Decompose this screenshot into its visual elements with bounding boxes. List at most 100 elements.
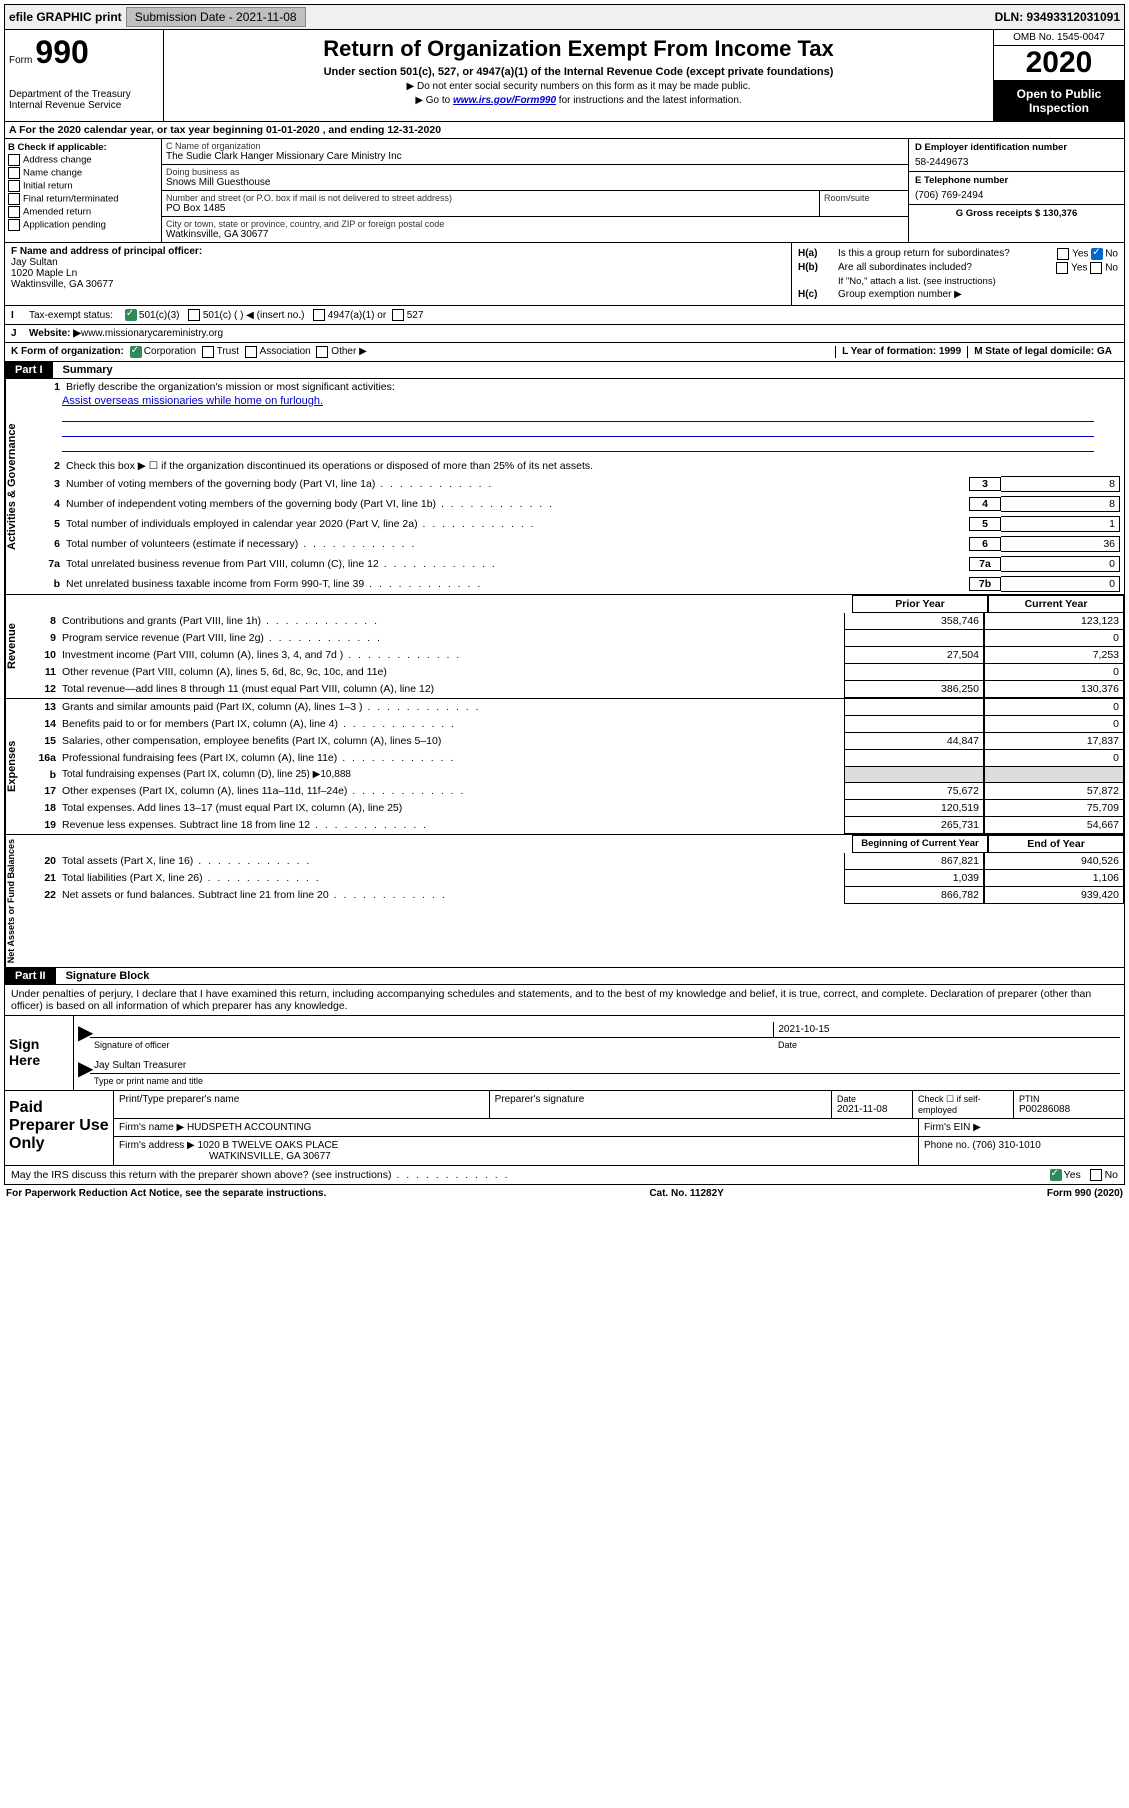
line1-desc: Briefly describe the organization's miss… [66,381,1120,393]
ha-no-checked [1091,248,1103,260]
sign-here-label: Sign Here [5,1016,74,1090]
officer-addr1: 1020 Maple Ln [11,268,785,279]
submission-date-button[interactable]: Submission Date - 2021-11-08 [126,7,306,27]
line9-prior [844,630,984,647]
officer-addr2: Waktinsville, GA 30677 [11,279,785,290]
tax-year: 2020 [994,46,1124,81]
part2-title: Signature Block [56,968,1124,984]
line16b-curr [984,767,1124,783]
line7b-val: 0 [1001,576,1120,592]
assoc-label: Association [260,346,311,358]
discuss-yes: Yes [1064,1169,1081,1181]
instr-goto: ▶ Go to www.irs.gov/Form990 for instruct… [168,95,989,106]
paid-preparer-label: Paid Preparer Use Only [5,1091,114,1165]
ptin-label: PTIN [1019,1094,1119,1104]
firm-phone: Phone no. (706) 310-1010 [919,1137,1124,1165]
end-year-head: End of Year [988,835,1124,853]
line15-prior: 44,847 [844,733,984,750]
mission-text[interactable]: Assist overseas missionaries while home … [62,395,323,407]
perjury-text: Under penalties of perjury, I declare th… [4,985,1125,1016]
header-center: Return of Organization Exempt From Incom… [164,30,993,121]
l-year-formation: L Year of formation: 1999 [835,346,967,358]
entity-block: B Check if applicable: Address change Na… [4,139,1125,243]
line21-desc: Total liabilities (Part X, line 26) [62,870,844,887]
line6-val: 36 [1001,536,1120,552]
line5-val: 1 [1001,516,1120,532]
line22-curr: 939,420 [984,887,1124,904]
instr2-post: for instructions and the latest informat… [556,95,742,106]
current-year-head: Current Year [988,595,1124,613]
governance-section: Activities & Governance 1 Briefly describ… [4,379,1125,595]
4947-label: 4947(a)(1) or [328,310,386,321]
firm-addr-value2: WATKINSVILLE, GA 30677 [119,1151,331,1162]
phone-cell: E Telephone number (706) 769-2494 [909,172,1124,205]
hb-answer: Yes No [1056,262,1118,274]
line19-desc: Revenue less expenses. Subtract line 18 … [62,817,844,834]
korg-row: K Form of organization: Corporation Trus… [4,343,1125,362]
501c3-label: 501(c)(3) [139,310,180,321]
line13-curr: 0 [984,699,1124,716]
header-left: Form 990 Department of the Treasury Inte… [5,30,164,121]
vtab-governance: Activities & Governance [5,379,32,594]
prior-year-head: Prior Year [852,595,988,613]
line14-desc: Benefits paid to or for members (Part IX… [62,716,844,733]
cat-no: Cat. No. 11282Y [649,1188,723,1199]
dba-cell: Doing business as Snows Mill Guesthouse [162,165,908,191]
chk-initial-return[interactable]: Initial return [8,180,158,192]
line13-prior [844,699,984,716]
line17-prior: 75,672 [844,783,984,800]
dept-treasury: Department of the Treasury [9,71,159,100]
entity-mid: C Name of organization The Sudie Clark H… [162,139,908,242]
corp-label: Corporation [144,346,196,358]
chk-application-pending[interactable]: Application pending [8,219,158,231]
chk-name-change[interactable]: Name change [8,167,158,179]
prep-name-label: Print/Type preparer's name [114,1091,490,1118]
dln-label: DLN: 93493312031091 [995,10,1120,24]
check-b-title: B Check if applicable: [8,142,158,153]
sig-officer-field[interactable] [90,1022,773,1037]
form-title: Return of Organization Exempt From Incom… [168,36,989,62]
sign-here-block: Sign Here ▶ 2021-10-15 Signature of offi… [4,1016,1125,1091]
line18-prior: 120,519 [844,800,984,817]
hb-label: H(b) [798,262,838,274]
form990-link[interactable]: www.irs.gov/Form990 [453,95,556,106]
k-label: K Form of organization: [11,346,124,358]
line8-prior: 358,746 [844,613,984,630]
chk-amended-return[interactable]: Amended return [8,206,158,218]
chk-final-return[interactable]: Final return/terminated [8,193,158,205]
line8-desc: Contributions and grants (Part VIII, lin… [62,613,844,630]
line18-curr: 75,709 [984,800,1124,817]
vtab-net-assets: Net Assets or Fund Balances [5,835,32,967]
net-assets-section: Net Assets or Fund Balances Beginning of… [4,835,1125,968]
line12-desc: Total revenue—add lines 8 through 11 (mu… [62,681,844,698]
part2-header: Part II Signature Block [4,968,1125,985]
ptin-value: P00286088 [1019,1104,1119,1115]
527-label: 527 [407,310,424,321]
tax-exempt-row: I Tax-exempt status: 501(c)(3) 501(c) ( … [4,306,1125,325]
line10-prior: 27,504 [844,647,984,664]
prep-self-employed[interactable]: Check ☐ if self-employed [913,1091,1014,1118]
c-label: C Name of organization [166,141,904,151]
line5-desc: Total number of individuals employed in … [66,518,969,530]
line13-desc: Grants and similar amounts paid (Part IX… [62,699,844,716]
discuss-row: May the IRS discuss this return with the… [4,1166,1125,1185]
part2-label: Part II [5,968,56,984]
line21-curr: 1,106 [984,870,1124,887]
line7a-desc: Total unrelated business revenue from Pa… [66,558,969,570]
other-label: Other ▶ [331,346,366,358]
part1-label: Part I [5,362,53,378]
chk-501c3 [125,309,137,321]
line15-curr: 17,837 [984,733,1124,750]
line21-prior: 1,039 [844,870,984,887]
prep-date-value: 2021-11-08 [837,1104,907,1115]
line20-curr: 940,526 [984,853,1124,870]
form-footer: Form 990 (2020) [1047,1188,1123,1199]
vtab-expenses: Expenses [5,699,32,834]
line12-curr: 130,376 [984,681,1124,698]
website-label: Website: ▶ [29,328,81,339]
form-word: Form [9,55,32,66]
line10-curr: 7,253 [984,647,1124,664]
tax-exempt-label: Tax-exempt status: [29,310,113,321]
chk-address-change[interactable]: Address change [8,154,158,166]
dba-value: Snows Mill Guesthouse [166,177,904,188]
